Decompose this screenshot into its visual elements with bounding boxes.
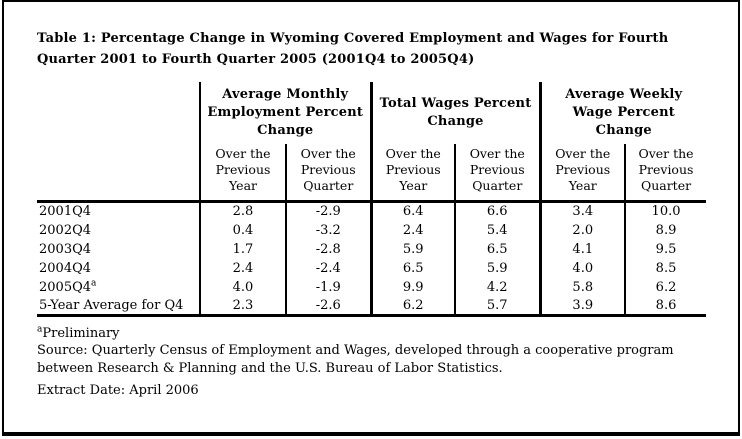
table-title: Table 1: Percentage Change in Wyoming Co… xyxy=(37,31,669,67)
value-cell: 6.5 xyxy=(453,239,541,259)
sub-header-row: Over the Previous Year Over the Previous… xyxy=(37,144,707,203)
value-cell: 4.2 xyxy=(453,277,541,297)
value-cell: 2.4 xyxy=(369,220,455,240)
subheader-wages-prev-quarter: Over the Previous Quarter xyxy=(453,144,541,203)
value-cell: 1.7 xyxy=(199,239,286,259)
value-cell: 5.9 xyxy=(369,239,455,259)
value-cell: 2.3 xyxy=(199,296,286,317)
value-cell: 8.5 xyxy=(624,258,707,278)
value-cell: -3.2 xyxy=(285,220,371,240)
group-header-avg-monthly-employment: Average Monthly Employment Percent Chang… xyxy=(199,82,371,144)
table-row-5-year-average: 5-Year Average for Q4 2.3 -2.6 6.2 5.7 3… xyxy=(37,296,707,317)
value-cell: 3.4 xyxy=(538,201,626,221)
value-cell: 2.4 xyxy=(199,258,286,278)
row-label-text: 2005Q4 xyxy=(39,279,92,295)
row-label-text: 5-Year Average for Q4 xyxy=(39,297,184,313)
subheader-weekly-prev-year: Over the Previous Year xyxy=(538,144,626,203)
group-header-avg-weekly-wage: Average Weekly Wage Percent Change xyxy=(538,82,707,144)
value-cell: 8.9 xyxy=(624,220,707,240)
value-cell: 5.8 xyxy=(538,277,626,297)
value-cell: -2.6 xyxy=(285,296,371,317)
sub-header-spacer xyxy=(37,144,200,203)
value-cell: 10.0 xyxy=(624,201,707,221)
value-cell: 5.7 xyxy=(453,296,541,317)
document-content: Table 1: Percentage Change in Wyoming Co… xyxy=(4,2,738,399)
source-note: Source: Quarterly Census of Employment a… xyxy=(37,343,674,376)
value-cell: 2.8 xyxy=(199,201,286,221)
value-cell: 3.9 xyxy=(538,296,626,317)
value-cell: 4.0 xyxy=(199,277,286,297)
value-cell: 4.0 xyxy=(538,258,626,278)
value-cell: 8.6 xyxy=(624,296,707,317)
value-cell: 2.0 xyxy=(538,220,626,240)
value-cell: -2.9 xyxy=(285,201,371,221)
value-cell: 6.4 xyxy=(369,201,455,221)
value-cell: 4.1 xyxy=(538,239,626,259)
row-label-text: 2004Q4 xyxy=(39,260,92,276)
footnote-superscript: a xyxy=(37,324,43,335)
subheader-wages-prev-year: Over the Previous Year xyxy=(369,144,455,203)
value-cell: 9.5 xyxy=(624,239,707,259)
subheader-weekly-prev-quarter: Over the Previous Quarter xyxy=(624,144,707,203)
row-label: 2001Q4 xyxy=(37,202,200,221)
preliminary-footnote-marker: a xyxy=(91,278,97,289)
row-label: 2004Q4 xyxy=(37,259,200,278)
row-label-text: 2003Q4 xyxy=(39,241,92,257)
group-header-total-wages: Total Wages Percent Change xyxy=(369,82,541,144)
row-label: 2002Q4 xyxy=(37,221,200,240)
value-cell: 0.4 xyxy=(199,220,286,240)
subheader-employment-prev-year: Over the Previous Year xyxy=(199,144,286,203)
group-header-row: Average Monthly Employment Percent Chang… xyxy=(37,82,707,144)
value-cell: 6.2 xyxy=(624,277,707,297)
employment-wages-table: Average Monthly Employment Percent Chang… xyxy=(37,82,707,317)
value-cell: -2.8 xyxy=(285,239,371,259)
value-cell: 9.9 xyxy=(369,277,455,297)
value-cell: 6.5 xyxy=(369,258,455,278)
row-label-text: 2002Q4 xyxy=(39,222,92,238)
table-header: Average Monthly Employment Percent Chang… xyxy=(37,82,707,203)
table-body: 2001Q4 2.8 -2.9 6.4 6.6 3.4 10.0 2002Q4 … xyxy=(37,201,707,317)
preliminary-footnote: aPreliminary xyxy=(37,325,738,342)
value-cell: 6.6 xyxy=(453,201,541,221)
table-row-2005q4-preliminary: 2005Q4a 4.0 -1.9 9.9 4.2 5.8 6.2 xyxy=(37,277,707,297)
value-cell: -1.9 xyxy=(285,277,371,297)
table-row-2003q4: 2003Q4 1.7 -2.8 5.9 6.5 4.1 9.5 xyxy=(37,239,707,259)
table-row-2004q4: 2004Q4 2.4 -2.4 6.5 5.9 4.0 8.5 xyxy=(37,258,707,278)
subheader-employment-prev-quarter: Over the Previous Quarter xyxy=(285,144,371,203)
value-cell: 6.2 xyxy=(369,296,455,317)
row-label-text: 2001Q4 xyxy=(39,204,92,220)
extract-date: Extract Date: April 2006 xyxy=(37,383,199,398)
table-row-2001q4: 2001Q4 2.8 -2.9 6.4 6.6 3.4 10.0 xyxy=(37,201,707,221)
row-label: 5-Year Average for Q4 xyxy=(37,296,200,317)
value-cell: 5.9 xyxy=(453,258,541,278)
row-label: 2003Q4 xyxy=(37,240,200,259)
footnote-text: Preliminary xyxy=(42,326,120,341)
row-label: 2005Q4a xyxy=(37,278,200,297)
value-cell: 5.4 xyxy=(453,220,541,240)
table-row-2002q4: 2002Q4 0.4 -3.2 2.4 5.4 2.0 8.9 xyxy=(37,220,707,240)
value-cell: -2.4 xyxy=(285,258,371,278)
group-header-spacer xyxy=(37,82,200,144)
